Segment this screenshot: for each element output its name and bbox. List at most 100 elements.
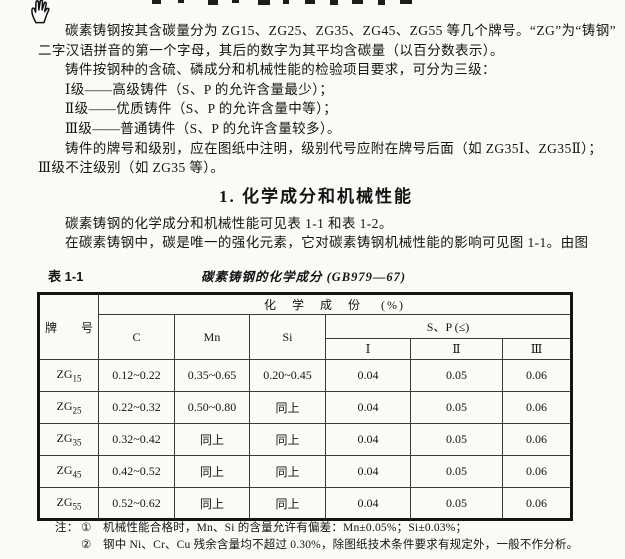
grade-2-line: Ⅱ级——优质铸件（S、P 的允许含量中等）； (65, 101, 338, 117)
cell-sp1: 0.04 (325, 487, 411, 520)
cell-brand: ZG55 (38, 487, 99, 520)
brand-sub: 25 (72, 405, 82, 416)
footnote-number: ① (81, 522, 92, 534)
grade-1-line: Ⅰ级——高级铸件（S、P 的允许含量最少）； (65, 81, 334, 97)
cell-brand: ZG25 (38, 391, 99, 424)
cell-mn: 0.35~0.65 (174, 359, 250, 392)
text-fragment (283, 0, 289, 4)
text-fragment (258, 0, 270, 5)
cell-c: 0.32~0.42 (98, 423, 175, 456)
cell-si: 同上 (249, 455, 326, 488)
footnote-text: 钢中 Ni、Cr、Cu 残余含量均不超过 0.30%，除图纸技术条件要求有规定外… (103, 538, 579, 551)
text-fragment (378, 0, 385, 5)
header-c: C (98, 314, 175, 360)
cut-off-text-fragments (0, 0, 625, 8)
text-fragment (400, 0, 412, 4)
cell-sp3: 0.06 (501, 391, 573, 424)
spacer (55, 537, 81, 554)
cell-sp3: 0.06 (501, 455, 573, 488)
brand-prefix: ZG (56, 431, 73, 446)
paragraph-line: 碳素铸钢按其含碳量分为 ZG15、ZG25、ZG35、ZG45、ZG55 等几个… (65, 23, 616, 38)
brand-prefix: ZG (56, 399, 73, 414)
brand-sub: 55 (72, 501, 82, 512)
chemical-composition-table: 牌 号 化 学 成 份 (%) C Mn Si S、P (≤) Ⅰ Ⅱ Ⅲ ZG… (37, 292, 574, 521)
table-footnotes: 注： ① 机械性能合格时，Mn、Si 的含量允许有偏差：Mn±0.05%；Si±… (55, 520, 603, 553)
cell-si: 同上 (249, 423, 326, 456)
cell-sp1: 0.04 (325, 423, 411, 456)
paragraph-line: 碳素铸钢的化学成分和机械性能可见表 1-1 和表 1-2。 (65, 215, 393, 231)
header-si: Si (249, 314, 326, 360)
cell-si: 同上 (249, 391, 326, 424)
cell-sp2: 0.05 (410, 455, 503, 488)
hand-cursor-icon (26, 0, 54, 25)
header-brand: 牌 号 (38, 293, 99, 360)
cell-brand: ZG35 (38, 423, 99, 456)
paragraph-line: Ⅲ级不注级别（如 ZG35 等）。 (38, 160, 225, 176)
header-grade-1: Ⅰ (325, 338, 411, 360)
cell-c: 0.42~0.52 (98, 455, 175, 488)
paragraph-line: 铸件按钢种的含硫、磷成分和机械性能的检验项目要求，可分为三级： (65, 62, 496, 78)
table-header-row: C Mn Si S、P (≤) (39, 314, 573, 360)
cell-sp3: 0.06 (501, 423, 573, 456)
text-fragment (152, 0, 161, 4)
paragraph-line: 在碳素铸钢中，碳是唯一的强化元素，它对碳素铸钢机械性能的影响可见图 1-1。由图 (65, 235, 589, 251)
footnote-text: 机械性能合格时，Mn、Si 的含量允许有偏差：Mn±0.05%；Si±0.03%… (103, 522, 468, 534)
grade-3-line: Ⅲ级——普通铸件（S、P 的允许含量较多）。 (65, 120, 341, 136)
text-fragment (305, 0, 315, 4)
cell-sp2: 0.05 (410, 487, 503, 520)
table-row: ZG55 0.52~0.62 同上 同上 0.04 0.05 0.06 (38, 487, 573, 520)
text-fragment (330, 0, 338, 5)
body-text: 碳素铸钢按其含碳量分为 ZG15、ZG25、ZG35、ZG45、ZG55 等几个… (38, 21, 616, 253)
paragraph-line: 二字汉语拼音的第一个字母，其后的数字为其平均含碳量（以百分数表示）。 (38, 42, 504, 58)
cell-mn: 同上 (174, 487, 250, 520)
cell-sp2: 0.05 (410, 423, 503, 456)
header-group: 化 学 成 份 (%) (97, 293, 573, 315)
brand-sub: 45 (72, 469, 82, 480)
cell-brand: ZG15 (38, 359, 99, 392)
table-row: ZG25 0.22~0.32 0.50~0.80 同上 0.04 0.05 0.… (38, 391, 573, 424)
text-fragment (352, 0, 363, 4)
cell-c: 0.22~0.32 (98, 391, 175, 424)
footnote-number: ② (81, 538, 92, 551)
header-grade-3: Ⅲ (501, 338, 573, 360)
cell-sp3: 0.06 (501, 487, 573, 520)
cell-c: 0.52~0.62 (98, 487, 175, 520)
header-grade-2: Ⅱ (410, 338, 503, 360)
brand-prefix: ZG (56, 494, 73, 509)
cell-mn: 同上 (174, 455, 250, 488)
cell-sp1: 0.04 (325, 391, 411, 424)
cell-c: 0.12~0.22 (98, 359, 175, 392)
table-header-row: 牌 号 化 学 成 份 (%) (38, 293, 573, 360)
cell-brand: ZG45 (38, 455, 99, 488)
header-mn: Mn (174, 314, 250, 360)
brand-sub: 35 (72, 437, 82, 448)
section-heading: 1. 化学成分和机械性能 (219, 186, 413, 206)
footnote-2: ② 钢中 Ni、Cr、Cu 残余含量均不超过 0.30%，除图纸技术条件要求有规… (55, 537, 603, 554)
paragraph-line: 铸件的牌号和级别，应在图纸中注明，级别代号应附在牌号后面（如 ZG35Ⅰ、ZG3… (65, 140, 603, 156)
cell-mn: 0.50~0.80 (174, 391, 250, 424)
table-label: 表 1-1 (48, 269, 84, 284)
table-title: 碳素铸钢的化学成分 (GB979—67) (200, 270, 407, 284)
brand-prefix: ZG (56, 463, 73, 478)
cell-sp2: 0.05 (410, 359, 503, 392)
cell-sp1: 0.04 (325, 359, 411, 392)
cell-sp1: 0.04 (325, 455, 411, 488)
header-sp: S、P (≤) (324, 314, 573, 339)
text-fragment (208, 0, 218, 5)
text-fragment (232, 0, 239, 3)
table-row: ZG35 0.32~0.42 同上 同上 0.04 0.05 0.06 (38, 423, 573, 456)
cell-si: 同上 (249, 487, 326, 520)
brand-sub: 15 (72, 373, 82, 384)
cell-sp3: 0.06 (501, 359, 573, 392)
footnote-1: 注： ① 机械性能合格时，Mn、Si 的含量允许有偏差：Mn±0.05%；Si±… (55, 520, 603, 537)
table-row: ZG15 0.12~0.22 0.35~0.65 0.20~0.45 0.04 … (38, 359, 573, 392)
notes-label: 注： (55, 522, 79, 534)
cell-mn: 同上 (174, 423, 250, 456)
table-row: ZG45 0.42~0.52 同上 同上 0.04 0.05 0.06 (38, 455, 573, 488)
cell-sp2: 0.05 (410, 391, 503, 424)
cell-si: 0.20~0.45 (249, 359, 326, 392)
table-caption: 表 1-1 碳素铸钢的化学成分 (GB979—67) (37, 266, 570, 286)
text-fragment (178, 0, 184, 3)
brand-prefix: ZG (56, 367, 73, 382)
